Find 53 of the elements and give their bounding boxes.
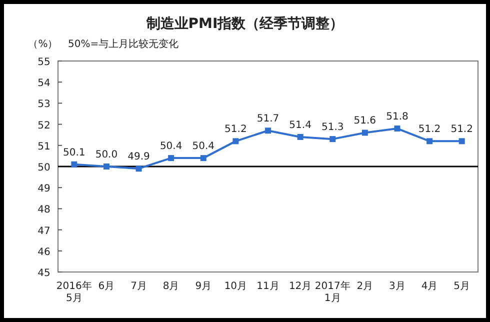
data-label: 50.4 bbox=[192, 141, 215, 152]
point bbox=[362, 130, 368, 136]
point bbox=[458, 138, 465, 144]
point bbox=[297, 134, 304, 140]
x-tick-label: 7月 bbox=[130, 281, 147, 292]
y-tick-label: 45 bbox=[38, 268, 50, 279]
y-tick-label: 49 bbox=[38, 184, 50, 195]
point bbox=[71, 161, 78, 168]
y-tick-label: 52 bbox=[38, 120, 50, 132]
chart-title: 制造业PMI指数（经季节调整） bbox=[145, 15, 344, 32]
x-tick-label: 3月 bbox=[389, 281, 406, 292]
y-tick-label: 54 bbox=[38, 78, 50, 90]
x-tick-label: 2017年 1月 bbox=[314, 280, 350, 304]
y-tick-label: 47 bbox=[38, 226, 50, 237]
y-tick-label: 53 bbox=[38, 99, 50, 110]
x-tick-label: 2月 bbox=[356, 281, 374, 292]
data-label: 49.9 bbox=[128, 152, 150, 163]
data-label: 51.3 bbox=[321, 122, 344, 134]
x-tick-label: 10月 bbox=[224, 281, 248, 292]
point bbox=[232, 138, 239, 144]
data-label: 51.6 bbox=[354, 116, 376, 127]
point bbox=[136, 166, 142, 172]
point bbox=[103, 164, 110, 170]
data-label: 51.2 bbox=[450, 124, 473, 136]
point bbox=[394, 126, 400, 132]
y-tick-label: 46 bbox=[38, 246, 50, 258]
data-label: 51.8 bbox=[386, 112, 408, 123]
point bbox=[426, 138, 433, 144]
y-tick-label: 51 bbox=[38, 141, 50, 152]
x-tick-label: 6月 bbox=[98, 281, 115, 292]
x-tick-label: 8月 bbox=[162, 281, 180, 292]
x-tick-label: 2016年 5月 bbox=[56, 280, 92, 304]
x-tick-label: 5月 bbox=[454, 281, 470, 292]
data-label: 51.2 bbox=[224, 124, 247, 136]
point bbox=[265, 128, 271, 134]
point bbox=[168, 155, 174, 162]
x-tick-label: 11月 bbox=[256, 281, 280, 292]
point bbox=[200, 155, 206, 162]
data-label: 50.1 bbox=[63, 147, 86, 158]
y-axis-title: （%） bbox=[28, 39, 58, 50]
y-tick-label: 55 bbox=[38, 57, 50, 68]
point bbox=[330, 136, 336, 142]
x-tick-label: 9月 bbox=[195, 281, 212, 292]
y-tick-label: 50 bbox=[38, 162, 50, 174]
x-tick-label: 12月 bbox=[288, 281, 312, 292]
data-label: 51.7 bbox=[256, 114, 280, 125]
x-tick-label: 4月 bbox=[421, 281, 438, 292]
y-tick-label: 48 bbox=[38, 204, 50, 216]
text: 50%=与上月比较无变化 bbox=[68, 38, 179, 50]
data-label: 50.0 bbox=[95, 150, 118, 160]
data-label: 51.4 bbox=[289, 120, 312, 131]
data-label: 51.2 bbox=[418, 124, 441, 136]
data-label: 50.4 bbox=[160, 141, 182, 152]
